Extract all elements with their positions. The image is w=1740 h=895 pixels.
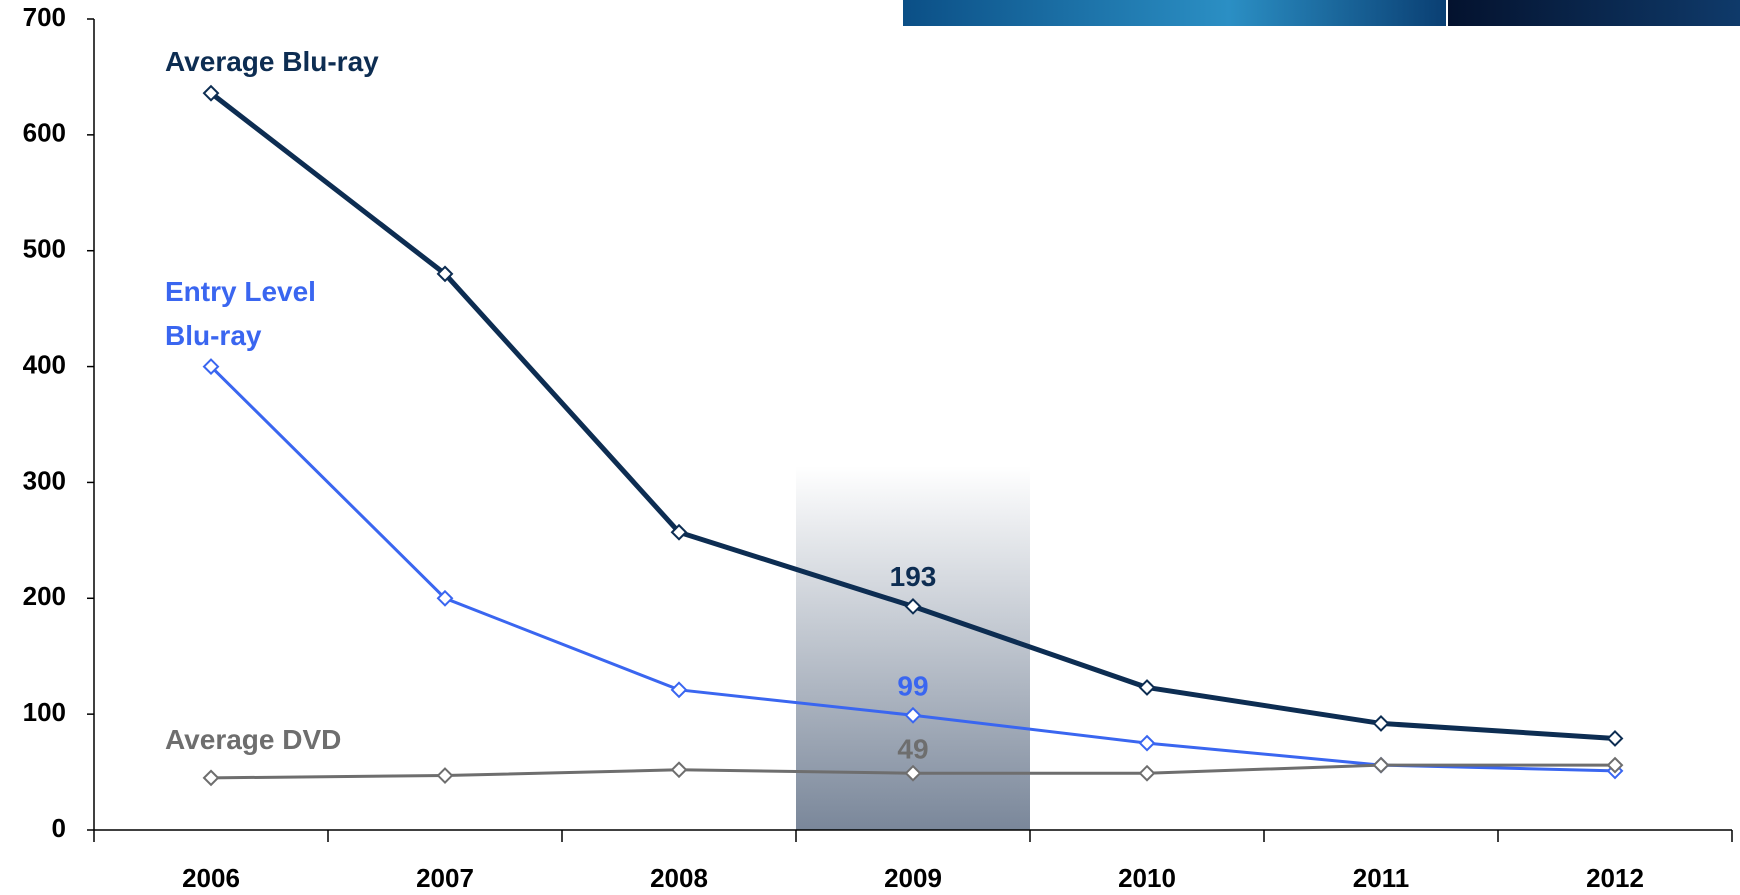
y-tick-label: 600 bbox=[23, 118, 66, 148]
data-label: 193 bbox=[890, 561, 937, 592]
marker bbox=[904, 764, 922, 782]
marker bbox=[1138, 764, 1156, 782]
data-label: 49 bbox=[897, 734, 928, 765]
banner-image bbox=[1448, 0, 1740, 26]
y-tick-label: 0 bbox=[52, 813, 66, 843]
x-tick-label: 2008 bbox=[650, 863, 708, 893]
marker bbox=[436, 767, 454, 784]
banner-image bbox=[903, 0, 1446, 26]
series-label: Average Blu-ray bbox=[165, 46, 379, 77]
series-label: Average DVD bbox=[165, 724, 342, 755]
marker bbox=[904, 597, 922, 615]
x-tick-label: 2012 bbox=[1586, 863, 1644, 893]
x-tick-label: 2011 bbox=[1353, 863, 1409, 893]
marker bbox=[436, 265, 454, 283]
marker bbox=[1372, 756, 1390, 774]
x-tick-label: 2006 bbox=[182, 863, 240, 893]
y-tick-label: 300 bbox=[23, 465, 66, 495]
marker bbox=[436, 589, 454, 607]
marker bbox=[670, 681, 688, 699]
series-label: Entry Level Blu-ray bbox=[165, 276, 316, 351]
y-tick-label: 700 bbox=[23, 2, 66, 32]
data-label: 99 bbox=[897, 671, 928, 702]
marker bbox=[1372, 714, 1390, 732]
marker bbox=[1138, 734, 1156, 752]
y-tick-label: 500 bbox=[23, 234, 66, 264]
marker bbox=[904, 706, 922, 724]
marker bbox=[670, 523, 688, 541]
x-tick-label: 2010 bbox=[1118, 863, 1176, 893]
marker bbox=[1606, 730, 1624, 747]
marker bbox=[202, 84, 220, 102]
y-tick-label: 400 bbox=[23, 349, 66, 379]
marker bbox=[1606, 756, 1624, 774]
y-tick-label: 100 bbox=[23, 697, 66, 727]
marker bbox=[670, 761, 688, 779]
x-tick-label: 2007 bbox=[416, 863, 474, 893]
marker bbox=[202, 358, 220, 375]
y-tick-label: 200 bbox=[23, 581, 66, 611]
marker bbox=[1138, 679, 1156, 696]
x-tick-label: 2009 bbox=[884, 863, 942, 893]
marker bbox=[202, 769, 220, 787]
